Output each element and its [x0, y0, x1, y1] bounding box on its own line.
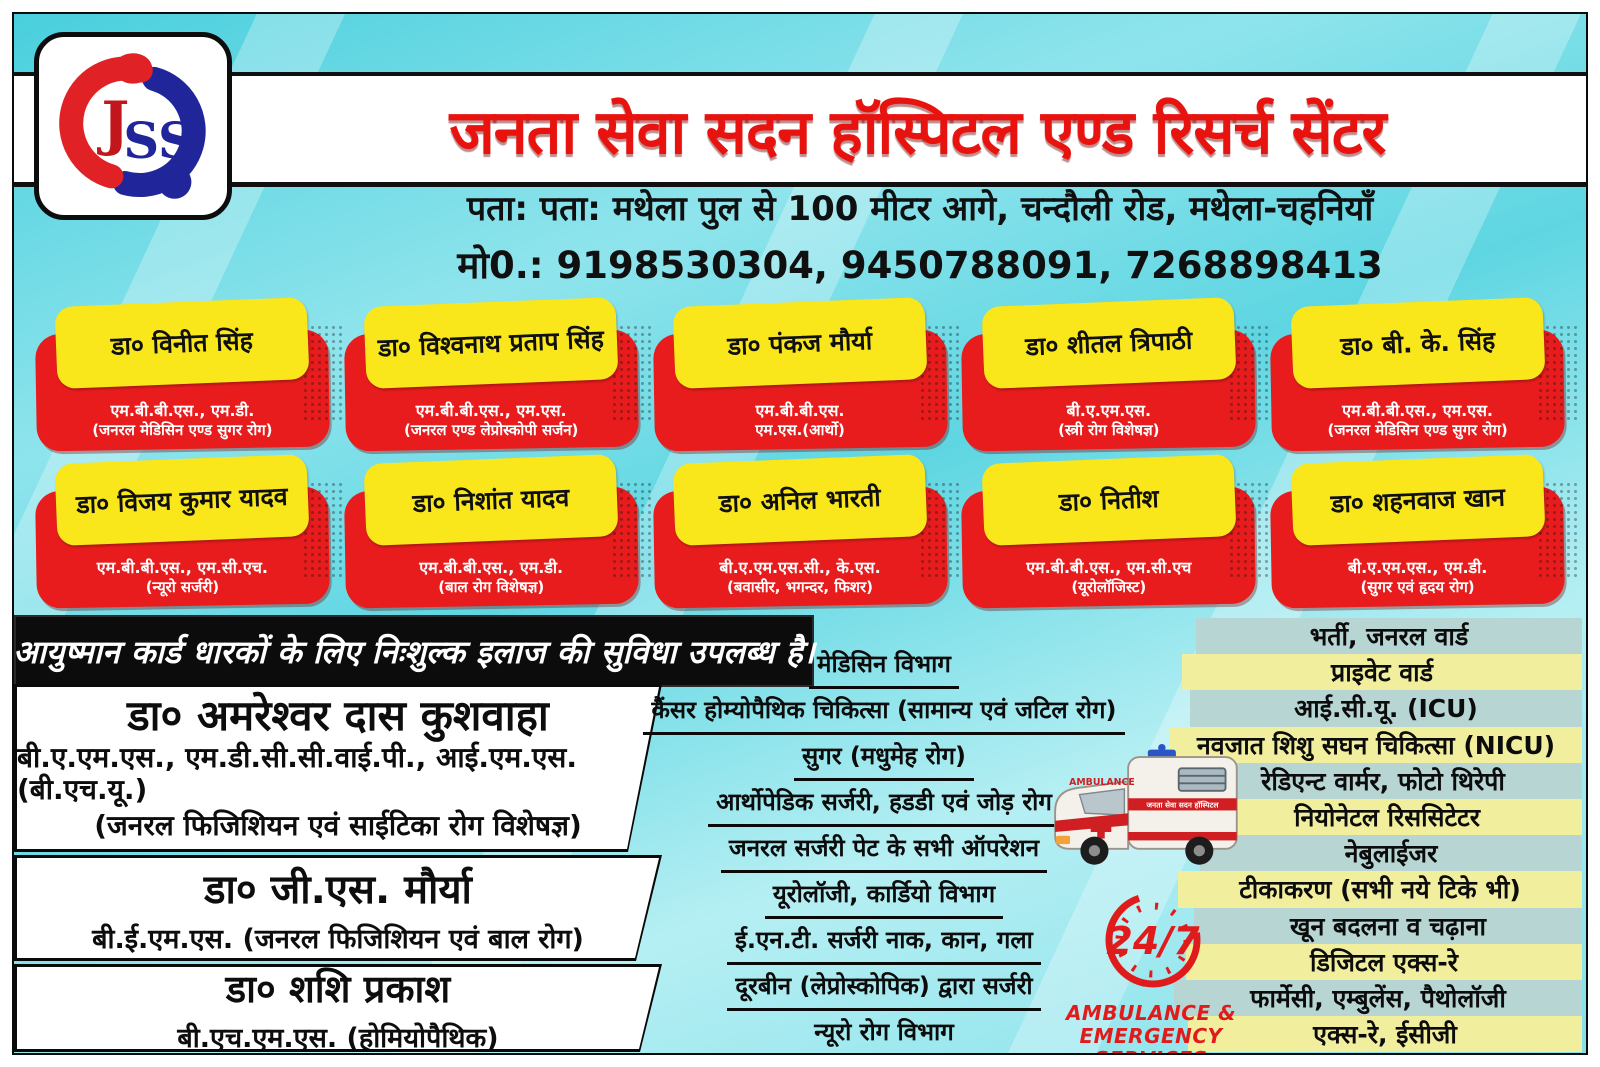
phone-line: मो0.: 9198530304, 9450788091, 7268898413	[457, 244, 1383, 287]
svg-text:जनता सेवा सदन हॉस्पिटल: जनता सेवा सदन हॉस्पिटल	[1145, 801, 1219, 810]
facility-item: प्राइवेट वार्ड	[1182, 654, 1582, 691]
department-item: दूरबीन (लेप्रोस्कोपिक) द्वारा सर्जरी	[727, 965, 1041, 1011]
facilities-list: भर्ती, जनरल वार्ड प्राइवेट वार्ड आई.सी.य…	[1170, 618, 1582, 1053]
emergency-label-line2: EMERGENCY	[1079, 1024, 1223, 1048]
doctor-degree: एम.बी.बी.एस., एम.सी.एच.	[96, 558, 269, 578]
doctor-card: डा० निशांत यादव एम.बी.बी.एस., एम.डी. (बाल…	[343, 453, 653, 609]
doctor-name: डा० नितीश	[1058, 483, 1160, 517]
senior-doctor-degree: बी.ई.एम.एस. (जनरल फिजिशियन एवं बाल रोग)	[92, 924, 584, 955]
facility-item: टीकाकरण (सभी नये टिके भी)	[1178, 871, 1582, 908]
doctor-name: डा० निशांत यादव	[412, 482, 570, 518]
doctor-card: डा० विजय कुमार यादव एम.बी.बी.एस., एम.सी.…	[35, 453, 344, 609]
department-item: ई.एन.टी. सर्जरी नाक, कान, गला	[727, 919, 1041, 965]
doctor-name: डा० विनीत सिंह	[110, 325, 254, 361]
doctor-spec: (जनरल मेडिसिन एण्ड सुगर रोग)	[92, 421, 273, 440]
svg-text:SS: SS	[123, 111, 194, 170]
emergency-emblem: 24/7 AMBULANCE & EMERGENCY SERVICES	[1056, 888, 1246, 1054]
doctor-degree: बी.ए.एम.एस.सी., के.एस.	[719, 558, 881, 578]
facility-item: डिजिटल एक्स-रे	[1186, 943, 1582, 980]
address-line: पता: पता: मथेला पुल से 100 मीटर आगे, चन्…	[466, 189, 1374, 229]
senior-doctor-name: डा० शशि प्रकाश	[225, 966, 451, 1011]
facility-item: आई.सी.यू. (ICU)	[1190, 690, 1582, 727]
doctor-degree: बी.ए.एम.एस., एम.डी.	[1347, 558, 1488, 578]
senior-doctor-spec: (जनरल फिजिशियन एवं साईटिका रोग विशेषज्ञ)	[94, 809, 582, 843]
senior-doctor-box: डा० शशि प्रकाश बी.एच.एम.एस. (होमियोपैथिक…	[14, 964, 662, 1052]
department-item: न्यूरो रोग विभाग	[806, 1011, 961, 1053]
poster-background: जनता सेवा सदन हॉस्पिटल एण्ड रिसर्च सेंटर…	[12, 12, 1588, 1055]
doctor-degree: एम.बी.बी.एस., एम.डी.	[419, 558, 564, 578]
jss-logo: J SS	[34, 32, 232, 220]
hospital-title: जनता सेवा सदन हॉस्पिटल एण्ड रिसर्च सेंटर	[449, 96, 1386, 168]
senior-doctor-name: डा० अमरेश्वर दास कुशवाहा	[127, 690, 549, 740]
doctor-degree: एम.बी.बी.एस.	[755, 401, 845, 421]
svg-text:J: J	[96, 88, 129, 158]
doctor-spec: (बवासीर, भगन्दर, फिशर)	[726, 578, 873, 597]
svg-text:AMBULANCE: AMBULANCE	[1069, 777, 1135, 788]
doctor-spec: एम.एस.(आर्थो)	[755, 421, 845, 440]
doctor-degree: एम.बी.बी.एस., एम.एस.	[415, 401, 567, 421]
senior-doctor-name: डा० जी.एस. मौर्या	[204, 867, 472, 913]
ambulance-illustration: AMBULANCE जनता सेवा सदन हॉस्पिटल	[1042, 742, 1248, 892]
doctor-card: डा० नितीश एम.बी.बी.एस., एम.सी.एच (यूरोलॉज…	[961, 453, 1270, 609]
title-band: जनता सेवा सदन हॉस्पिटल एण्ड रिसर्च सेंटर	[14, 72, 1586, 187]
doctor-spec: (जनरल एण्ड लेप्रोस्कोपी सर्जन)	[403, 421, 579, 440]
department-item: मेडिसिन विभाग	[809, 643, 959, 689]
emergency-label-line1: AMBULANCE &	[1065, 1001, 1237, 1025]
doctor-spec: (न्यूरो सर्जरी)	[145, 578, 220, 597]
facility-item: रेडिएन्ट वार्मर, फोटो थिरेपी	[1184, 762, 1582, 799]
jss-logo-icon: J SS	[59, 53, 206, 199]
doctor-spec: (यूरोलॉजिस्ट)	[1071, 578, 1147, 597]
doctor-cards-grid: डा० विनीत सिंह एम.बी.बी.एस., एम.डी. (जनरल…	[35, 296, 1579, 609]
facility-item: फार्मेसी, एम्बुलेंस, पैथोलॉजी	[1174, 979, 1582, 1017]
senior-doctor-degree: बी.ए.एम.एस., एम.डी.सी.सी.वाई.पी., आई.एम.…	[17, 740, 577, 806]
doctor-card: डा० शहनवाज खान बी.ए.एम.एस., एम.डी. (सुगर …	[1270, 453, 1579, 609]
senior-doctor-box: डा० जी.एस. मौर्या बी.ई.एम.एस. (जनरल फिजि…	[14, 855, 662, 961]
departments-list: मेडिसिन विभाग कैंसर होम्योपैथिक चिकित्सा…	[634, 643, 1134, 1053]
doctor-spec: (जनरल मेडिसिन एण्ड सुगर रोग)	[1327, 421, 1508, 440]
department-item: यूरोलॉजी, कार्डियो विभाग	[764, 873, 1004, 919]
clock-24-7-icon: 24/7	[1105, 892, 1201, 988]
facility-item: खून बदलना व चढ़ाना	[1194, 907, 1582, 944]
department-item: आर्थोपेडिक सर्जरी, हडडी एवं जोड़ रोग	[708, 781, 1060, 827]
red-cross-icon	[1090, 817, 1112, 839]
department-item: जनरल सर्जरी पेट के सभी ऑपरेशन	[720, 827, 1048, 873]
doctor-card: डा० अनिल भारती बी.ए.एम.एस.सी., के.एस. (बव…	[652, 453, 962, 609]
facility-item: एक्स-रे, ईसीजी	[1188, 1016, 1582, 1053]
doctor-spec: (सुगर एवं हृदय रोग)	[1360, 578, 1475, 597]
doctor-card: डा० पंकज मौर्या एम.बी.बी.एस. एम.एस.(आर्थो…	[652, 296, 962, 452]
facility-item: नेबुलाईजर	[1200, 835, 1582, 872]
doctor-name: डा० शहनवाज खान	[1330, 482, 1506, 518]
doctor-card: डा० बी. के. सिंह एम.बी.बी.एस., एम.एस. (जन…	[1270, 296, 1579, 452]
doctor-name: डा० बी. के. सिंह	[1339, 325, 1496, 361]
senior-doctor-box: डा० अमरेश्वर दास कुशवाहा बी.ए.एम.एस., एम…	[14, 684, 662, 852]
senior-doctor-degree: बी.एच.एम.एस. (होमियोपैथिक)	[177, 1022, 499, 1054]
doctor-card: डा० विश्वनाथ प्रताप सिंह एम.बी.बी.एस., ए…	[343, 296, 653, 452]
doctor-spec: (स्त्री रोग विशेषज्ञ)	[1058, 421, 1160, 440]
doctor-name: डा० शीतल त्रिपाठी	[1024, 325, 1193, 361]
doctor-card: डा० शीतल त्रिपाठी बी.ए.एम.एस. (स्त्री रोग…	[961, 296, 1270, 452]
department-item: सुगर (मधुमेह रोग)	[794, 735, 974, 781]
emergency-label-line3: SERVICES	[1056, 1048, 1246, 1054]
doctor-degree: एम.बी.बी.एस., एम.सी.एच	[1026, 558, 1192, 578]
doctor-degree: एम.बी.बी.एस., एम.डी.	[110, 401, 255, 421]
ayushman-banner: आयुष्मान कार्ड धारकों के लिए निःशुल्क इल…	[13, 615, 815, 687]
doctor-degree: एम.बी.बी.एस., एम.एस.	[1342, 401, 1493, 421]
facility-item: नवजात शिशु सघन चिकित्सा (NICU)	[1170, 726, 1582, 763]
facility-item: भर्ती, जनरल वार्ड	[1196, 618, 1582, 655]
doctor-card: डा० विनीत सिंह एम.बी.बी.एस., एम.डी. (जनरल…	[35, 296, 344, 452]
ambulance-icon: AMBULANCE जनता सेवा सदन हॉस्पिटल	[1054, 743, 1238, 865]
doctor-degree: बी.ए.एम.एस.	[1066, 401, 1152, 421]
doctor-name: डा० अनिल भारती	[718, 482, 882, 518]
department-item: कैंसर होम्योपैथिक चिकित्सा (सामान्य एवं …	[643, 689, 1125, 735]
facility-item: नियोनेटल रिससिटेटर	[1192, 798, 1582, 836]
ayushman-banner-text: आयुष्मान कार्ड धारकों के लिए निःशुल्क इल…	[13, 632, 815, 671]
doctor-name: डा० विजय कुमार यादव	[76, 481, 289, 519]
doctor-name: डा० पंकज मौर्या	[727, 325, 873, 361]
doctor-spec: (बाल रोग विशेषज्ञ)	[438, 578, 545, 597]
doctor-name: डा० विश्वनाथ प्रताप सिंह	[377, 323, 605, 363]
svg-text:24/7: 24/7	[1106, 919, 1200, 963]
